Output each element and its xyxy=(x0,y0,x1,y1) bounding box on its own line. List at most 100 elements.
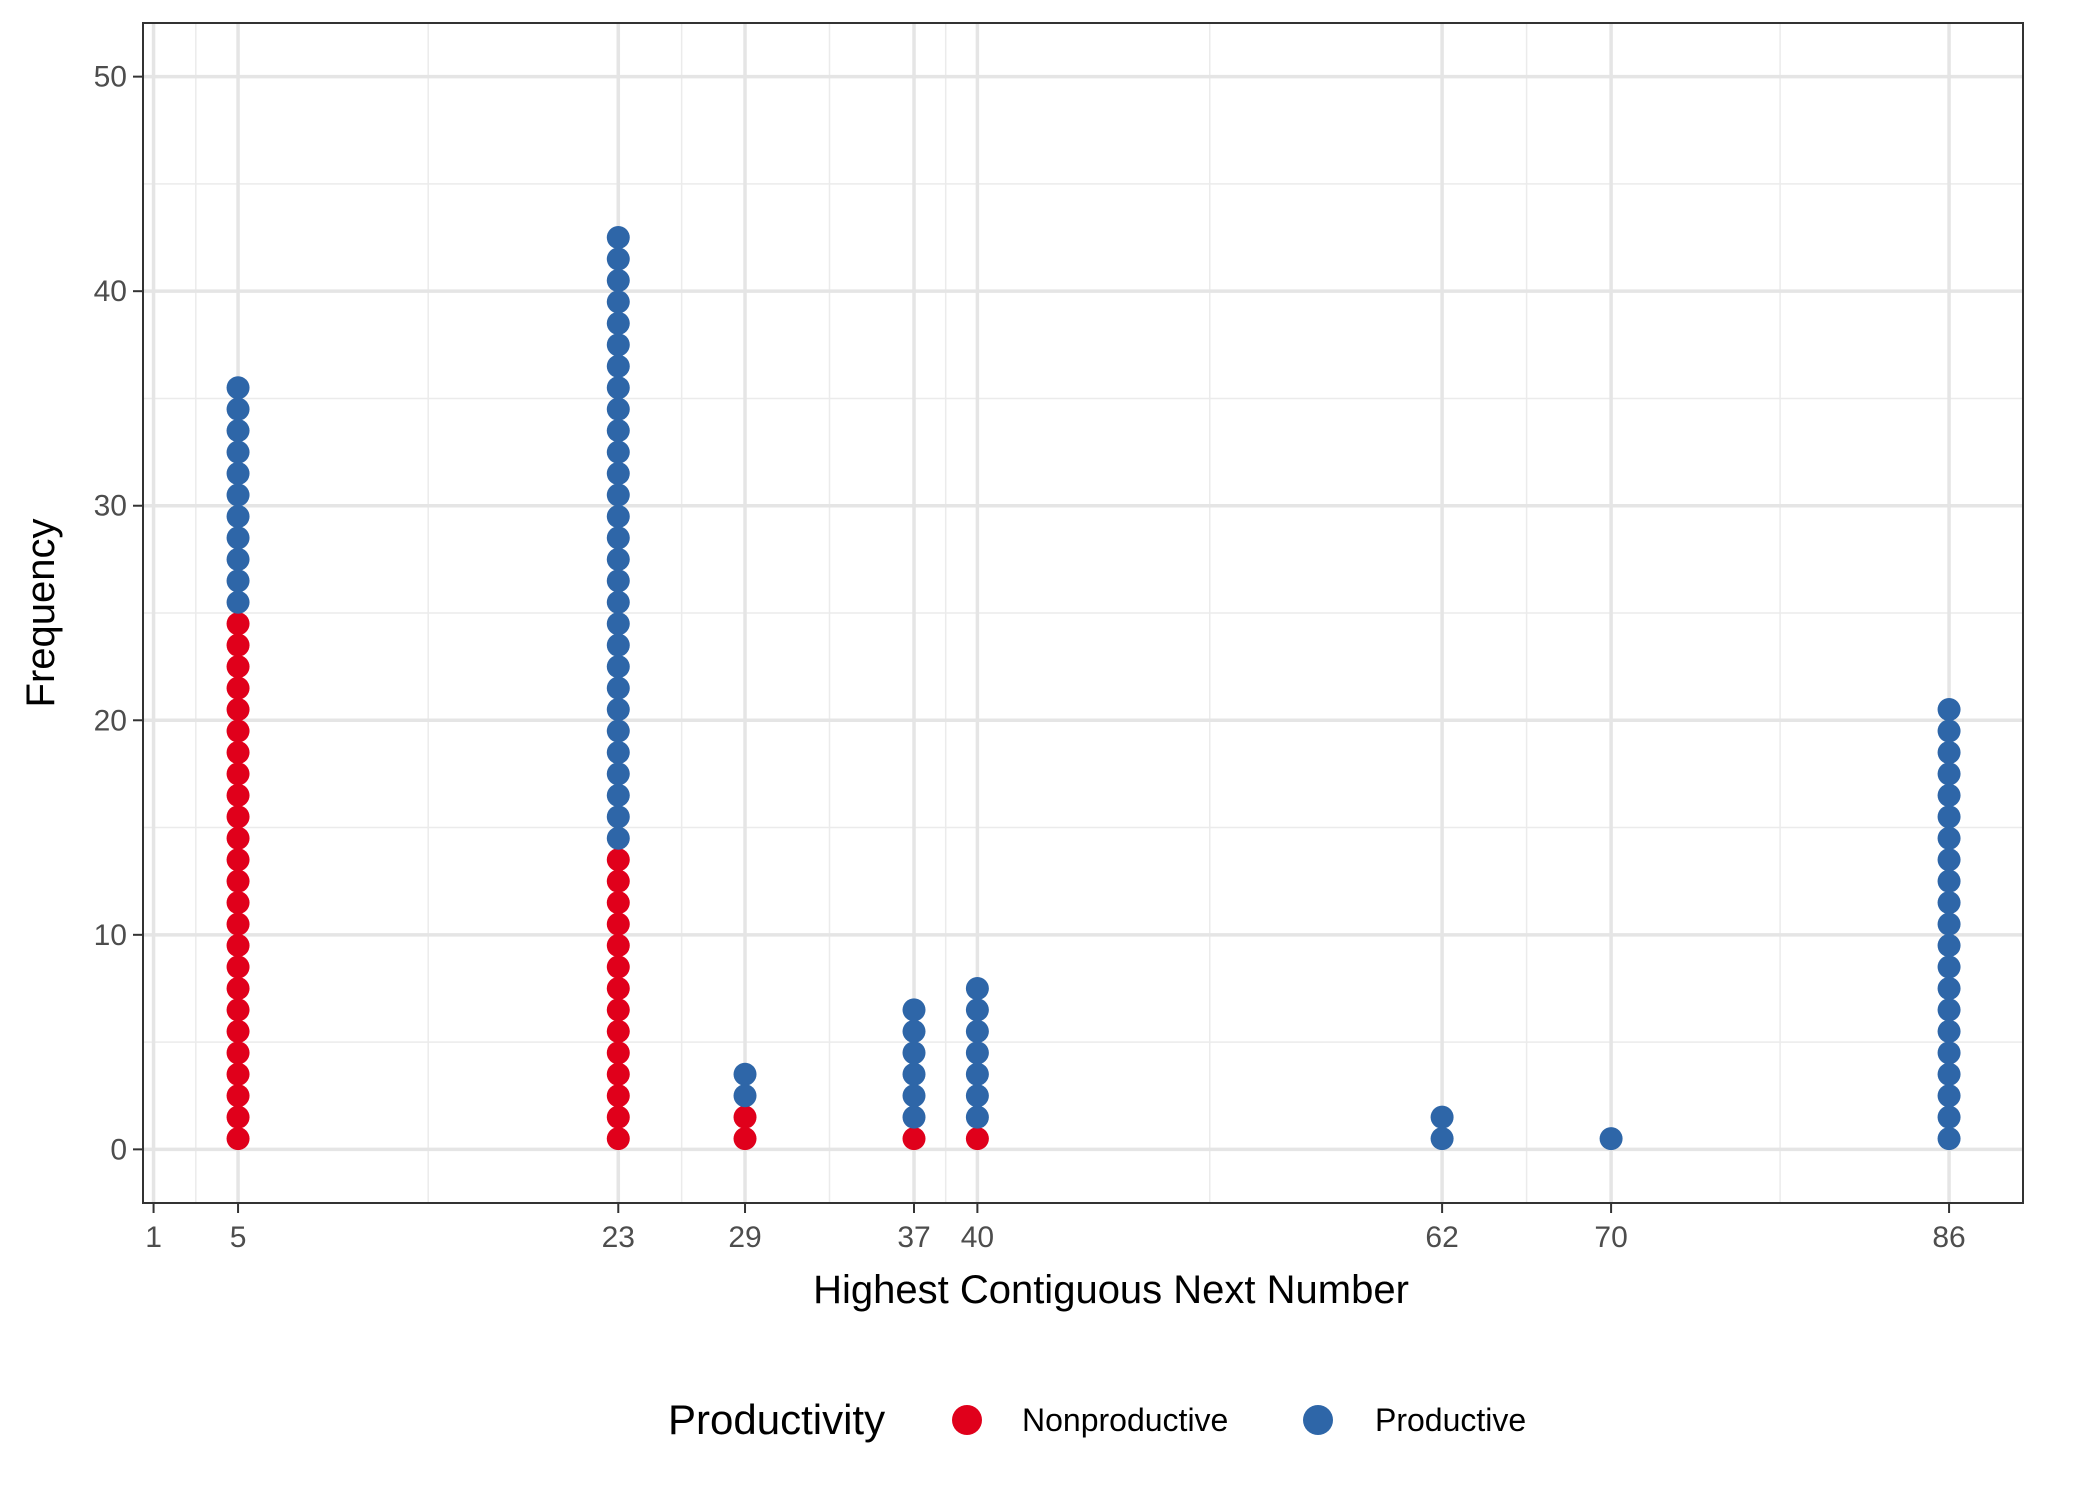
data-point xyxy=(226,1062,250,1086)
data-point xyxy=(226,440,250,464)
y-tick-label: 0 xyxy=(110,1133,127,1166)
data-point xyxy=(606,376,630,400)
data-point xyxy=(226,526,250,550)
data-point xyxy=(1937,719,1961,743)
data-point xyxy=(1937,1062,1961,1086)
data-point xyxy=(606,1105,630,1129)
minor-gridlines xyxy=(143,23,2023,1203)
data-point xyxy=(902,1041,926,1065)
data-point xyxy=(606,633,630,657)
data-point xyxy=(606,612,630,636)
data-point xyxy=(226,569,250,593)
data-point xyxy=(1937,762,1961,786)
data-point xyxy=(606,783,630,807)
legend: Productivity Nonproductive Productive xyxy=(668,1396,1526,1443)
data-point xyxy=(1937,805,1961,829)
data-point xyxy=(226,1127,250,1151)
legend-label-productive: Productive xyxy=(1375,1402,1526,1438)
data-point xyxy=(606,504,630,528)
data-point xyxy=(965,1019,989,1043)
data-point xyxy=(226,934,250,958)
data-point xyxy=(733,1062,757,1086)
data-point xyxy=(606,655,630,679)
data-point xyxy=(902,1062,926,1086)
x-tick-label: 5 xyxy=(230,1221,247,1254)
data-point xyxy=(902,998,926,1022)
data-point xyxy=(606,483,630,507)
data-point xyxy=(1937,998,1961,1022)
data-point xyxy=(965,1105,989,1129)
data-point xyxy=(1937,1105,1961,1129)
data-point xyxy=(226,397,250,421)
data-point xyxy=(606,397,630,421)
data-point xyxy=(606,354,630,378)
data-point xyxy=(226,462,250,486)
data-point xyxy=(606,740,630,764)
y-tick-label: 20 xyxy=(94,704,127,737)
data-point xyxy=(902,1019,926,1043)
x-axis-title: Highest Contiguous Next Number xyxy=(813,1268,1409,1312)
data-point xyxy=(226,719,250,743)
y-tick-label: 40 xyxy=(94,275,127,308)
data-point xyxy=(226,376,250,400)
data-point xyxy=(606,976,630,1000)
data-point xyxy=(1937,826,1961,850)
data-point xyxy=(965,1041,989,1065)
data-point xyxy=(606,1062,630,1086)
data-point xyxy=(965,1127,989,1151)
data-point xyxy=(965,998,989,1022)
data-point xyxy=(606,419,630,443)
data-point xyxy=(606,268,630,292)
data-point xyxy=(226,869,250,893)
data-point xyxy=(606,676,630,700)
data-point xyxy=(1937,783,1961,807)
data-point xyxy=(226,1084,250,1108)
data-point xyxy=(606,590,630,614)
data-point xyxy=(606,1084,630,1108)
data-point xyxy=(606,290,630,314)
data-point xyxy=(226,848,250,872)
data-point xyxy=(606,826,630,850)
data-point xyxy=(606,719,630,743)
data-point xyxy=(1937,891,1961,915)
data-point xyxy=(606,440,630,464)
data-point xyxy=(1937,1019,1961,1043)
data-point xyxy=(226,1105,250,1129)
data-point xyxy=(606,1041,630,1065)
data-point xyxy=(226,419,250,443)
data-point xyxy=(226,783,250,807)
data-point xyxy=(606,333,630,357)
data-point xyxy=(965,1062,989,1086)
data-point xyxy=(965,1084,989,1108)
x-tick-label: 62 xyxy=(1425,1221,1458,1254)
data-point xyxy=(226,998,250,1022)
data-point xyxy=(226,826,250,850)
y-tick-label: 10 xyxy=(94,919,127,952)
data-point xyxy=(606,1019,630,1043)
x-tick-label: 86 xyxy=(1932,1221,1965,1254)
data-point xyxy=(226,912,250,936)
data-point xyxy=(965,976,989,1000)
y-axis-ticks: 0 10 20 30 40 50 xyxy=(94,61,143,1166)
data-point xyxy=(606,1127,630,1151)
data-point xyxy=(226,590,250,614)
data-point xyxy=(1937,869,1961,893)
data-point xyxy=(1937,1084,1961,1108)
data-point xyxy=(226,976,250,1000)
data-point xyxy=(606,547,630,571)
data-point xyxy=(606,912,630,936)
x-tick-label: 1 xyxy=(145,1221,162,1254)
x-tick-label: 40 xyxy=(961,1221,994,1254)
data-point xyxy=(1937,1127,1961,1151)
data-point xyxy=(1937,912,1961,936)
data-point xyxy=(606,226,630,250)
data-point xyxy=(226,504,250,528)
x-axis-ticks: 1 5 23 29 37 40 62 70 86 xyxy=(145,1203,1966,1254)
data-point xyxy=(226,547,250,571)
legend-label-nonproductive: Nonproductive xyxy=(1022,1402,1228,1438)
data-point xyxy=(902,1127,926,1151)
data-point xyxy=(733,1105,757,1129)
data-point xyxy=(1937,955,1961,979)
x-tick-label: 23 xyxy=(602,1221,635,1254)
data-point xyxy=(606,569,630,593)
